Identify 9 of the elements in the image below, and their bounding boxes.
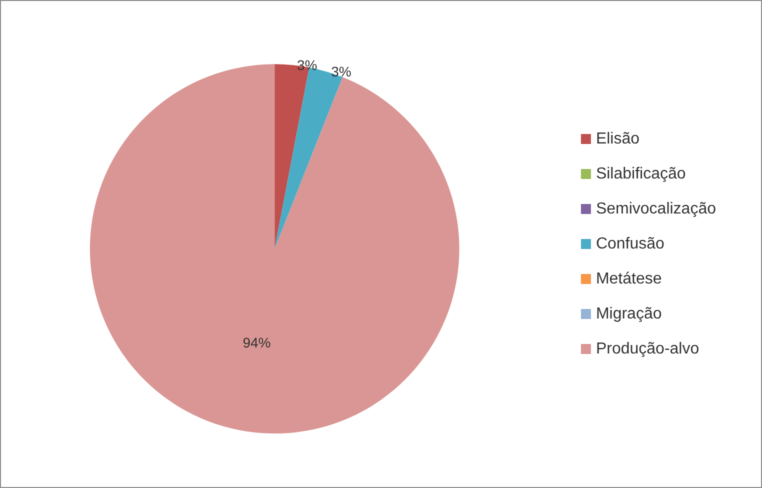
legend-label: Metátese — [596, 270, 662, 288]
legend-label: Produção-alvo — [596, 340, 700, 358]
legend-label: Semivocalização — [596, 200, 716, 218]
legend-label: Confusão — [596, 236, 665, 252]
legend-label: Elisão — [596, 130, 640, 148]
legend-label: Migração — [596, 306, 662, 322]
legend-label: Silabificação — [596, 166, 686, 182]
data-label: 94% — [242, 334, 271, 351]
data-label: 3% — [331, 64, 352, 80]
